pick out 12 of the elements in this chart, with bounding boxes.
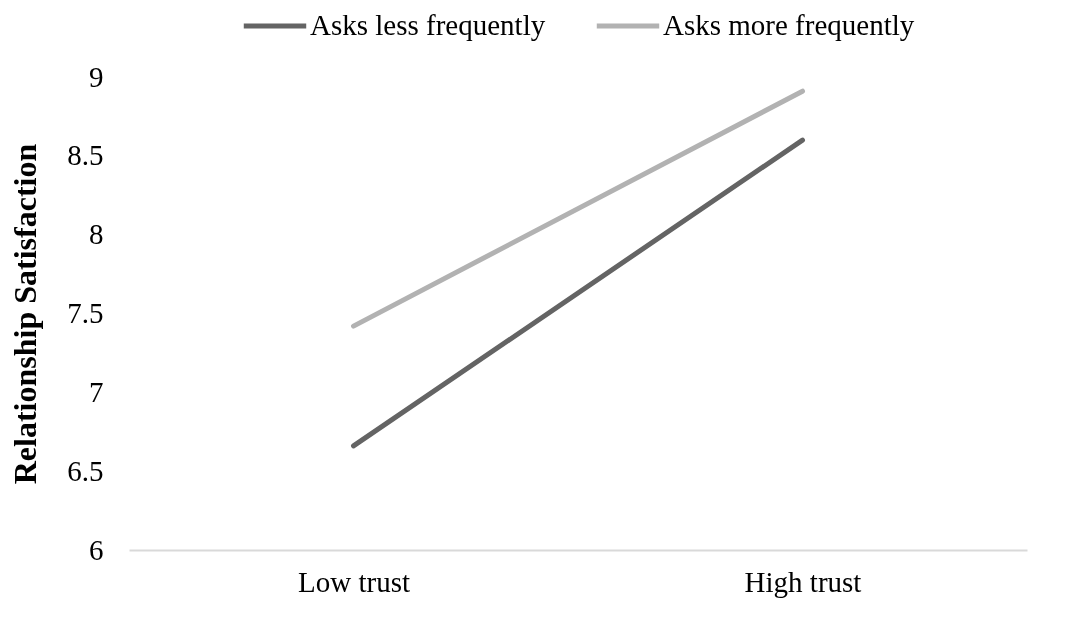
y-tick-label: 6: [89, 533, 104, 566]
x-tick-label: High trust: [744, 565, 862, 598]
y-tick-label: 7.5: [67, 297, 104, 329]
y-tick-label: 7: [89, 375, 104, 408]
y-tick-label: 8.5: [67, 139, 104, 172]
y-tick-label: 6.5: [67, 454, 104, 487]
y-tick-label: 9: [89, 60, 104, 93]
y-axis-title: Relationship Satisfaction: [7, 143, 44, 485]
y-tick-label: 8: [89, 218, 104, 251]
x-tick-label: Low trust: [298, 565, 410, 598]
legend-label: Asks more frequently: [663, 9, 915, 41]
legend-label: Asks less frequently: [310, 9, 546, 41]
